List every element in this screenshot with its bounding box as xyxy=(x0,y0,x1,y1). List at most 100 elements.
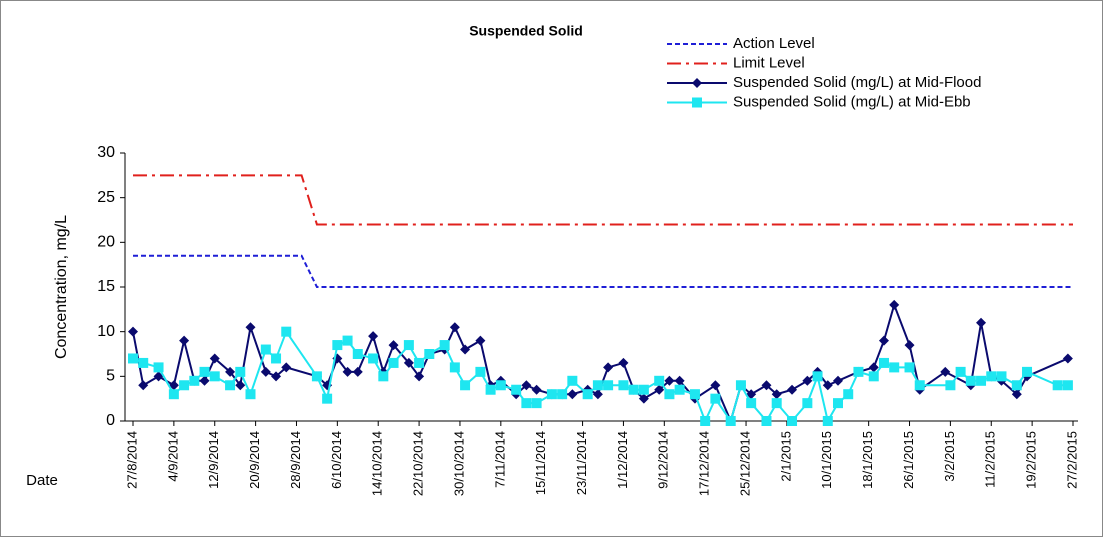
data-point xyxy=(368,353,379,364)
legend-marker xyxy=(692,97,702,108)
y-tick-label: 25 xyxy=(97,189,115,206)
data-point xyxy=(603,362,614,373)
data-point xyxy=(322,393,333,404)
data-point xyxy=(833,398,843,409)
data-point xyxy=(511,384,522,395)
x-tick-label: 18/1/2015 xyxy=(860,431,875,489)
data-point xyxy=(352,349,363,359)
data-point xyxy=(638,393,649,404)
x-tick-label: 14/10/2014 xyxy=(370,431,385,496)
data-point xyxy=(771,389,782,400)
x-tick-label: 15/11/2014 xyxy=(533,431,548,495)
data-point xyxy=(567,375,578,386)
x-tick-label: 22/10/2014 xyxy=(411,431,426,496)
data-point xyxy=(449,322,460,333)
series-line xyxy=(133,254,1073,288)
data-point xyxy=(965,375,976,386)
data-point xyxy=(260,366,271,377)
data-point xyxy=(1062,380,1073,391)
x-tick-label: 17/12/2014 xyxy=(697,431,712,496)
y-tick-label: 5 xyxy=(106,368,115,385)
data-point xyxy=(761,380,772,391)
data-point xyxy=(378,371,389,382)
data-point xyxy=(179,335,190,346)
data-point xyxy=(342,335,353,346)
data-point xyxy=(735,380,746,391)
data-point xyxy=(179,380,190,391)
data-point xyxy=(521,380,532,391)
data-point xyxy=(209,371,220,382)
data-point xyxy=(868,362,879,373)
legend-label: Limit Level xyxy=(733,54,805,71)
data-point xyxy=(996,371,1007,382)
data-point xyxy=(1011,380,1022,391)
data-point xyxy=(787,384,798,395)
x-tick-label: 4/9/2014 xyxy=(165,431,180,482)
data-point xyxy=(592,380,603,391)
data-point xyxy=(853,366,864,377)
data-point xyxy=(889,299,900,310)
data-point xyxy=(245,389,256,400)
data-point xyxy=(368,331,379,342)
data-point xyxy=(843,389,854,400)
data-point xyxy=(868,371,879,382)
data-point xyxy=(638,384,649,395)
y-tick-label: 20 xyxy=(97,234,115,251)
data-point xyxy=(546,389,557,400)
chart-title: Suspended Solid xyxy=(469,23,583,39)
x-tick-label: 2/1/2015 xyxy=(778,431,793,482)
data-point xyxy=(531,384,542,395)
data-point xyxy=(485,384,496,395)
data-point xyxy=(199,375,210,386)
x-tick-label: 9/12/2014 xyxy=(656,431,671,489)
data-point xyxy=(725,416,736,426)
data-point xyxy=(475,335,486,346)
data-point xyxy=(153,371,164,382)
data-point xyxy=(225,380,236,391)
data-point xyxy=(976,375,987,386)
data-point xyxy=(664,389,675,400)
data-point xyxy=(955,366,966,377)
data-point xyxy=(128,353,138,364)
data-point xyxy=(281,362,292,373)
x-tick-label: 12/9/2014 xyxy=(206,431,221,489)
data-point xyxy=(168,380,179,391)
data-point xyxy=(1062,353,1073,364)
data-point xyxy=(700,416,711,426)
data-point xyxy=(710,380,721,391)
data-point xyxy=(746,389,757,400)
data-point xyxy=(628,384,639,395)
data-point xyxy=(771,398,782,409)
y-tick-label: 30 xyxy=(97,144,115,161)
data-point xyxy=(812,371,823,382)
data-point xyxy=(945,380,956,391)
data-point xyxy=(260,344,271,355)
data-point xyxy=(904,362,915,373)
data-point xyxy=(311,371,322,382)
legend-label: Action Level xyxy=(733,35,815,52)
data-point xyxy=(710,393,721,404)
data-point xyxy=(1022,366,1033,377)
data-point xyxy=(787,416,798,426)
x-tick-label: 19/2/2015 xyxy=(1024,431,1039,489)
data-point xyxy=(209,353,220,364)
data-point xyxy=(439,340,450,351)
data-point xyxy=(521,398,532,409)
x-axis-label: Date xyxy=(26,472,58,489)
data-point xyxy=(1011,389,1022,400)
data-point xyxy=(403,340,414,351)
data-point xyxy=(618,380,629,391)
data-point xyxy=(567,389,578,400)
data-point xyxy=(822,380,833,391)
x-tick-label: 6/10/2014 xyxy=(329,431,344,489)
x-tick-label: 25/12/2014 xyxy=(737,431,752,496)
data-point xyxy=(802,398,813,409)
data-point xyxy=(592,389,603,400)
data-point xyxy=(674,384,685,395)
x-tick-label: 27/2/2015 xyxy=(1064,431,1079,489)
data-point xyxy=(235,380,246,391)
data-point xyxy=(460,380,471,391)
y-tick-label: 10 xyxy=(97,323,115,340)
